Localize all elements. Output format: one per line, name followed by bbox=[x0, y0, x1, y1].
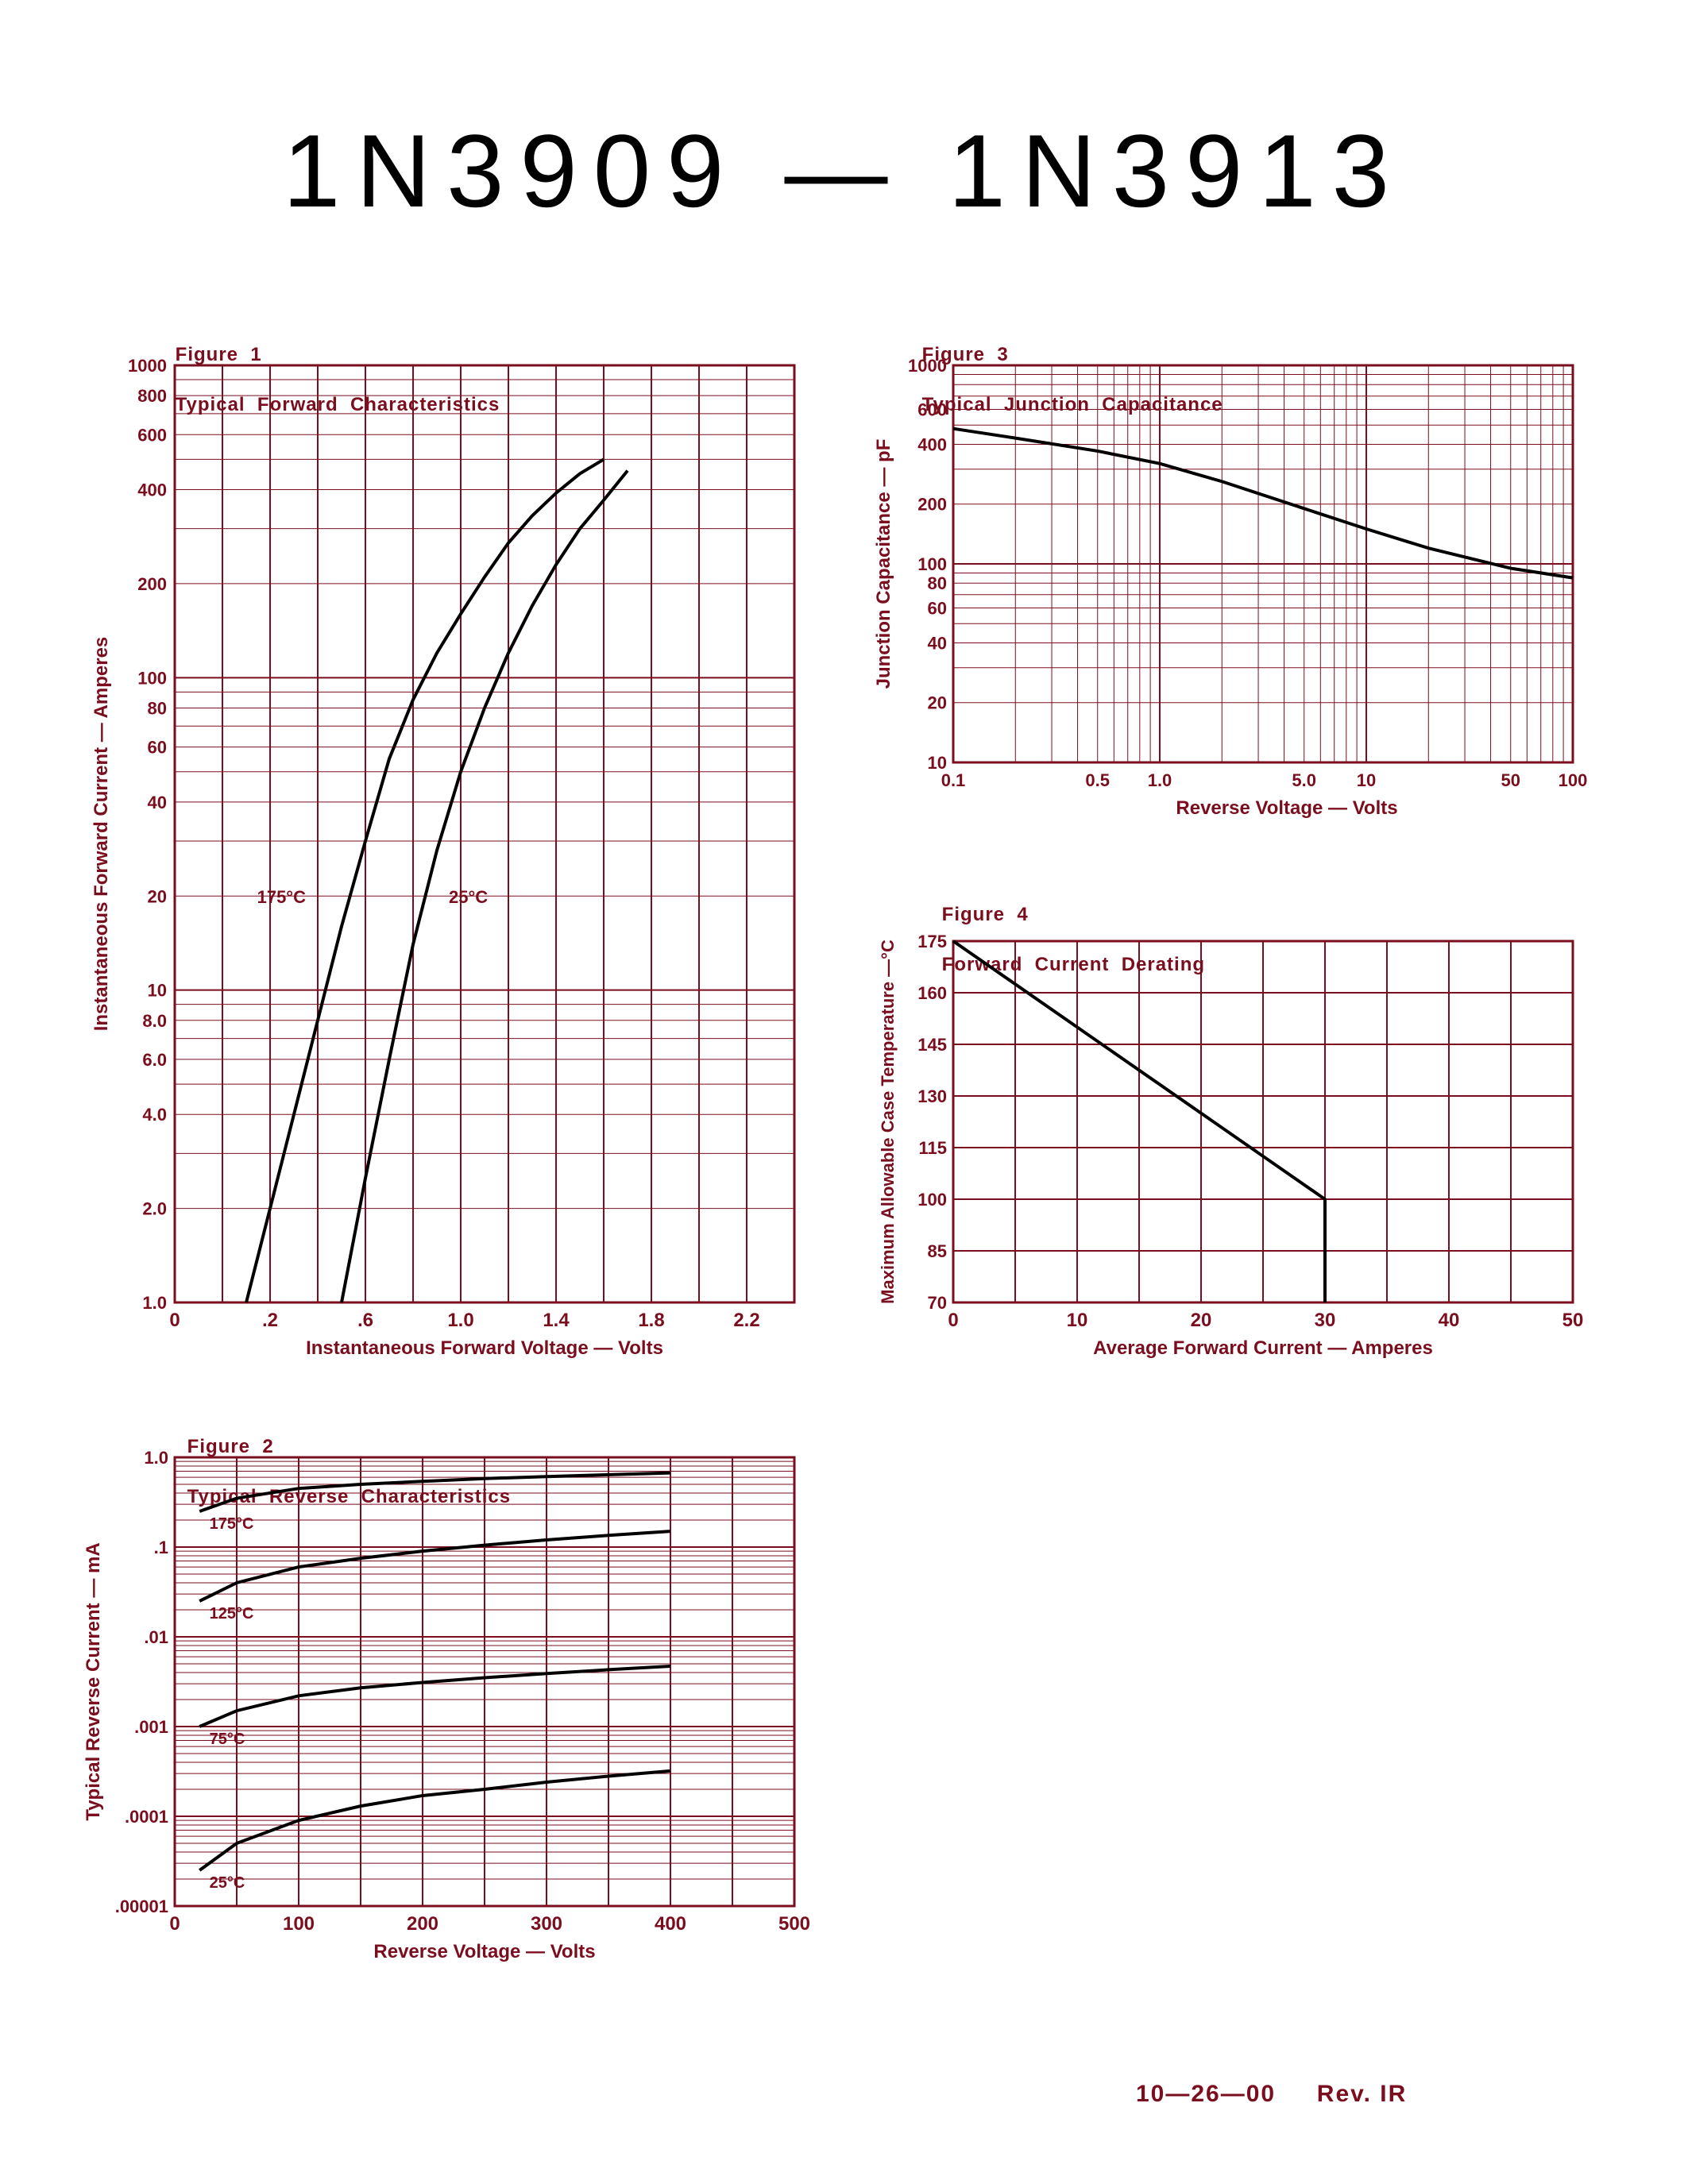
svg-text:175°C: 175°C bbox=[257, 887, 307, 907]
svg-text:1000: 1000 bbox=[908, 357, 947, 376]
svg-text:2.2: 2.2 bbox=[733, 1310, 759, 1331]
svg-text:125°C: 125°C bbox=[210, 1605, 254, 1623]
page-title: 1N3909 — 1N3913 bbox=[0, 111, 1688, 230]
svg-text:1.0: 1.0 bbox=[447, 1310, 473, 1331]
svg-text:.6: .6 bbox=[357, 1310, 373, 1331]
svg-text:1.0: 1.0 bbox=[142, 1293, 167, 1313]
footer-date: 10—26—00 bbox=[1136, 2081, 1276, 2107]
svg-text:40: 40 bbox=[928, 633, 947, 653]
figure4-label-line1: Figure 4 bbox=[942, 904, 1029, 925]
svg-text:50: 50 bbox=[1562, 1310, 1584, 1331]
svg-text:1.8: 1.8 bbox=[638, 1310, 664, 1331]
svg-text:.00001: .00001 bbox=[115, 1897, 168, 1916]
svg-text:70: 70 bbox=[928, 1293, 947, 1313]
footer: 10—26—00 Rev. IR bbox=[1136, 2081, 1407, 2108]
svg-text:100: 100 bbox=[283, 1913, 315, 1935]
svg-text:20: 20 bbox=[928, 693, 947, 713]
svg-text:85: 85 bbox=[928, 1241, 947, 1261]
svg-text:10: 10 bbox=[1357, 770, 1376, 790]
svg-text:.01: .01 bbox=[144, 1627, 168, 1647]
svg-text:.1: .1 bbox=[154, 1538, 168, 1557]
svg-text:100: 100 bbox=[917, 1190, 947, 1210]
svg-text:5.0: 5.0 bbox=[1292, 770, 1316, 790]
svg-text:200: 200 bbox=[917, 495, 947, 515]
svg-text:115: 115 bbox=[919, 1138, 948, 1158]
svg-text:25°C: 25°C bbox=[449, 887, 488, 907]
svg-text:400: 400 bbox=[655, 1913, 686, 1935]
svg-text:10: 10 bbox=[928, 753, 947, 773]
svg-text:175: 175 bbox=[917, 933, 947, 951]
svg-text:175°C: 175°C bbox=[210, 1515, 254, 1533]
svg-text:Instantaneous Forward Curren: Instantaneous Forward Current — Amperes bbox=[91, 637, 112, 1032]
svg-text:130: 130 bbox=[917, 1086, 947, 1106]
svg-text:1000: 1000 bbox=[128, 357, 167, 376]
svg-text:0: 0 bbox=[948, 1310, 958, 1331]
svg-text:Reverse Voltage — Volts: Reverse Voltage — Volts bbox=[1176, 797, 1397, 819]
svg-text:400: 400 bbox=[137, 480, 167, 500]
svg-text:0: 0 bbox=[169, 1913, 180, 1935]
svg-text:.0001: .0001 bbox=[125, 1807, 168, 1827]
svg-text:500: 500 bbox=[778, 1913, 810, 1935]
svg-text:200: 200 bbox=[137, 574, 167, 594]
svg-text:20: 20 bbox=[1191, 1310, 1212, 1331]
svg-text:600: 600 bbox=[917, 399, 947, 419]
svg-text:10: 10 bbox=[148, 981, 167, 1001]
svg-text:0.1: 0.1 bbox=[941, 770, 966, 790]
svg-text:800: 800 bbox=[137, 386, 167, 406]
svg-text:20: 20 bbox=[148, 886, 167, 906]
svg-text:200: 200 bbox=[407, 1913, 438, 1935]
svg-text:60: 60 bbox=[148, 738, 167, 758]
svg-text:40: 40 bbox=[1439, 1310, 1460, 1331]
figure1-chart: 0 .2 .6 1.0 1.4 1.8 2.2 1.0 2.0 4.0 6.0 8.0 10 20 40 60… bbox=[79, 357, 842, 1366]
svg-text:10: 10 bbox=[1067, 1310, 1088, 1331]
svg-text:Junction Capacitance — pF: Junction Capacitance — pF bbox=[873, 439, 894, 689]
svg-text:6.0: 6.0 bbox=[142, 1050, 167, 1070]
svg-text:8.0: 8.0 bbox=[142, 1011, 167, 1031]
svg-text:Reverse Voltage — Volts: Reverse Voltage — Volts bbox=[373, 1941, 595, 1962]
figure2-chart: 0 100 200 300 400 500 .00001 .0001 .001 .01 .1 1.0 2… bbox=[75, 1449, 842, 1970]
svg-text:.001: .001 bbox=[134, 1717, 168, 1737]
svg-text:Maximum Allowable Case Temp: Maximum Allowable Case Temperature —°C bbox=[878, 940, 898, 1304]
svg-text:145: 145 bbox=[917, 1035, 947, 1055]
svg-text:300: 300 bbox=[531, 1913, 562, 1935]
svg-text:0.5: 0.5 bbox=[1085, 770, 1110, 790]
svg-text:1.0: 1.0 bbox=[144, 1449, 168, 1468]
svg-text:100: 100 bbox=[917, 554, 947, 574]
svg-text:4.0: 4.0 bbox=[142, 1105, 167, 1125]
svg-text:0: 0 bbox=[169, 1310, 180, 1331]
figure3-chart: 0.10.51.05.01050100102040608010020040060… bbox=[866, 357, 1620, 826]
svg-text:Typical Reverse Current —: Typical Reverse Current — mA bbox=[83, 1542, 104, 1820]
svg-text:80: 80 bbox=[148, 698, 167, 718]
svg-text:.2: .2 bbox=[262, 1310, 278, 1331]
svg-text:25°C: 25°C bbox=[210, 1874, 245, 1892]
svg-text:50: 50 bbox=[1501, 770, 1520, 790]
svg-text:1.4: 1.4 bbox=[543, 1310, 570, 1331]
svg-text:30: 30 bbox=[1315, 1310, 1336, 1331]
figure4-chart: 0 10 20 30 40 50 70 85 100 115 130 145 160 175 Average… bbox=[866, 933, 1620, 1366]
svg-text:100: 100 bbox=[1559, 770, 1588, 790]
svg-text:100: 100 bbox=[137, 668, 167, 688]
svg-text:600: 600 bbox=[137, 425, 167, 445]
svg-text:Instantaneous Forward Voltag: Instantaneous Forward Voltage — Volts bbox=[306, 1337, 663, 1359]
svg-text:2.0: 2.0 bbox=[142, 1199, 167, 1219]
svg-text:80: 80 bbox=[928, 573, 947, 593]
svg-text:75°C: 75°C bbox=[210, 1731, 245, 1748]
svg-text:400: 400 bbox=[917, 434, 947, 454]
svg-text:160: 160 bbox=[917, 983, 947, 1003]
svg-text:Average Forward Current —: Average Forward Current — Amperes bbox=[1093, 1337, 1433, 1359]
svg-text:60: 60 bbox=[928, 598, 947, 618]
svg-text:1.0: 1.0 bbox=[1148, 770, 1172, 790]
svg-text:40: 40 bbox=[148, 793, 167, 812]
footer-rev: Rev. IR bbox=[1317, 2081, 1407, 2107]
